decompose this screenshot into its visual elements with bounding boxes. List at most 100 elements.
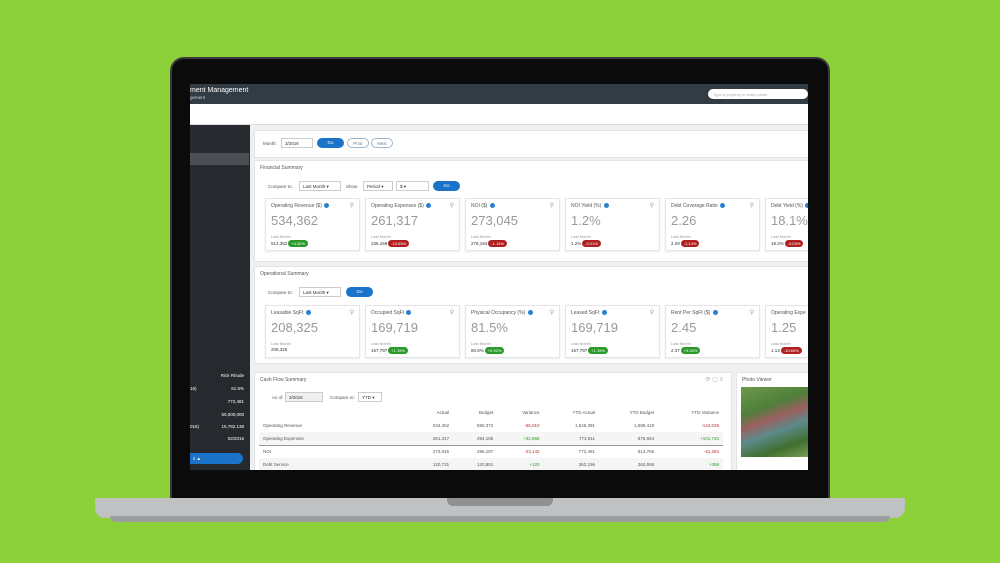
kpi-title: Rent Per SqFt ($) — [671, 310, 718, 316]
kpi-title: Operating Expenses ($) — [371, 203, 432, 209]
change-badge: -0.01% — [582, 240, 601, 247]
compare-select[interactable]: YTD ▾ — [358, 392, 382, 402]
sidebar-stat-value: 02/2016 — [227, 436, 244, 441]
table-cell: 273,045 — [432, 449, 450, 455]
kpi-card[interactable]: Operating Expenses ($) ⚲ 261,317 Last Mo… — [365, 198, 460, 251]
kpi-title-text: Physical Occupancy (%) — [471, 310, 526, 316]
kpi-prev: 236,159 -10.65% — [371, 240, 410, 247]
kpi-prev: 1.2% -0.01% — [571, 240, 601, 247]
kpi-title: Operating Expe — [771, 310, 808, 316]
help-icon[interactable] — [712, 310, 718, 316]
kpi-card[interactable]: Occupied SqFt ⚲ 169,719 Last Month 167,7… — [365, 305, 460, 358]
sidebar-stat-row: 16) 81.5% — [190, 386, 244, 391]
kpi-value: 18.1% — [771, 213, 808, 228]
search-icon[interactable]: ⚲ — [749, 310, 754, 316]
kpi-card[interactable]: Operating Revenue ($) ⚲ 534,362 Last Mon… — [265, 198, 360, 251]
table-row[interactable]: Debt Service 120,731 120,851 +120 362,196 362… — [259, 458, 723, 470]
photo-viewer-panel: Photo Viewer — [736, 372, 808, 470]
operational-summary-panel: Operational Summary Compare to: Last Mon… — [254, 266, 808, 364]
kpi-prev-value: 208,325 — [271, 347, 288, 352]
kpi-card[interactable]: Leased SqFt ⚲ 169,719 Last Month 167,797… — [565, 305, 660, 358]
kpi-card[interactable]: Debt Coverage Ratio ⚲ 2.26 Last Month 2.… — [665, 198, 760, 251]
kpi-card[interactable]: Rent Per SqFt ($) ⚲ 2.45 Last Month 2.37… — [665, 305, 760, 358]
operational-go-button[interactable]: Go — [346, 287, 373, 297]
kpi-card[interactable]: Debt Yield (%) ⚲ 18.1% Last Month 18.2%-… — [765, 198, 808, 251]
search-icon[interactable]: ⚲ — [649, 310, 654, 316]
kpi-title-text: NOI Yield (%) — [571, 203, 602, 209]
operational-summary-title: Operational Summary — [260, 271, 309, 277]
help-icon[interactable] — [603, 203, 609, 209]
help-icon[interactable] — [805, 203, 808, 209]
kpi-prev-value: 167,797 — [571, 348, 588, 353]
search-icon[interactable]: ⚲ — [549, 203, 554, 209]
table-cell: -23,142 — [524, 449, 540, 455]
kpi-prev-label: Last Month — [271, 341, 291, 346]
help-icon[interactable] — [324, 203, 330, 209]
property-photo[interactable] — [741, 387, 808, 457]
help-icon[interactable] — [489, 203, 495, 209]
cash-flow-table: Actual Budget Variance YTD Actual YTD Budget… — [259, 406, 723, 470]
kpi-prev: 167,797 +1.15% — [571, 347, 608, 354]
kpi-card[interactable]: NOI ($) ⚲ 273,045 Last Month 276,194 -1.1… — [465, 198, 560, 251]
kpi-title-text: Operating Expe — [771, 310, 806, 316]
kpi-card[interactable]: Operating Expe ⚲ 1.25 Last Month 1.13-10… — [765, 305, 808, 358]
kpi-prev-label: Last Month — [471, 341, 491, 346]
financial-go-button[interactable]: Go — [433, 181, 460, 191]
kpi-value: 208,325 — [271, 320, 318, 335]
kpi-prev-label: Last Month — [371, 341, 391, 346]
search-icon[interactable]: ⚲ — [349, 203, 354, 209]
compare-value: YTD — [362, 395, 371, 400]
laptop-base — [95, 498, 905, 518]
table-row[interactable]: Operating Revenue 534,362 590,372 -56,010 1,… — [259, 419, 723, 432]
search-icon[interactable]: ⚲ — [449, 203, 454, 209]
compare-select[interactable]: Last Month ▾ — [299, 287, 341, 297]
show-select[interactable]: Period ▾ — [363, 181, 393, 191]
kpi-prev-label: Last Month — [471, 234, 491, 239]
refresh-export-menu-icons[interactable]: ⟳ ▢ ≡ — [705, 377, 723, 383]
search-input[interactable]: Type a property or entity name — [708, 89, 808, 99]
search-icon[interactable]: ⚲ — [349, 310, 354, 316]
kpi-card[interactable]: Physical Occupancy (%) ⚲ 81.5% Last Mont… — [465, 305, 560, 358]
help-icon[interactable] — [305, 310, 311, 316]
kpi-card[interactable]: Leasable SqFt ⚲ 208,325 Last Month 208,3… — [265, 305, 360, 358]
kpi-value: 169,719 — [371, 320, 418, 335]
search-icon[interactable]: ⚲ — [649, 203, 654, 209]
help-icon[interactable] — [426, 203, 432, 209]
column-header: Variance — [522, 410, 540, 415]
column-header: YTD Budget — [629, 410, 655, 415]
table-row[interactable]: Operating Expenses 261,317 294,185 +32,868 7… — [259, 432, 723, 445]
search-icon[interactable]: ⚲ — [549, 310, 554, 316]
help-icon[interactable] — [720, 203, 726, 209]
kpi-card[interactable]: NOI Yield (%) ⚲ 1.2% Last Month 1.2% -0.0… — [565, 198, 660, 251]
prior-button[interactable]: Prior — [347, 138, 369, 148]
asof-input[interactable]: 3/2016 — [285, 392, 323, 402]
kpi-prev-value: 18.2% — [771, 241, 784, 246]
help-icon[interactable] — [527, 310, 533, 316]
table-cell: -56,010 — [524, 423, 540, 428]
search-icon[interactable]: ⚲ — [749, 203, 754, 209]
help-icon[interactable] — [601, 310, 607, 316]
compare-select[interactable]: Last Month ▾ — [299, 181, 341, 191]
sidebar-selected-item[interactable] — [190, 153, 249, 165]
search-icon[interactable]: ⚲ — [449, 310, 454, 316]
table-cell: Operating Expenses — [263, 435, 304, 441]
go-button[interactable]: Go — [317, 138, 344, 148]
month-input[interactable]: 3/2016 — [281, 138, 313, 148]
table-cell: 813,765 — [637, 449, 655, 455]
table-cell: NOI — [263, 449, 272, 455]
kpi-title: Leasable SqFt — [271, 310, 311, 316]
kpi-title: Physical Occupancy (%) — [471, 310, 533, 316]
table-cell: 772,481 — [578, 449, 595, 455]
help-icon[interactable] — [406, 310, 412, 316]
table-row[interactable]: NOI 273,045 296,187 -23,142 772,481 813,765 -4… — [259, 445, 723, 458]
show-label: Show — [346, 184, 358, 189]
kpi-prev-value: 2.29 — [671, 241, 680, 246]
kpi-title-text: Debt Yield (%) — [771, 203, 803, 209]
change-badge: -1.14% — [680, 240, 700, 247]
unit-select[interactable]: $ ▾ — [396, 181, 429, 191]
next-button[interactable]: Next — [371, 138, 393, 148]
change-badge: +3.34% — [680, 347, 701, 354]
laptop-base-edge — [110, 516, 890, 522]
sidebar-toggle-button[interactable]: s ▲ — [190, 453, 243, 464]
toolbar — [190, 104, 808, 125]
